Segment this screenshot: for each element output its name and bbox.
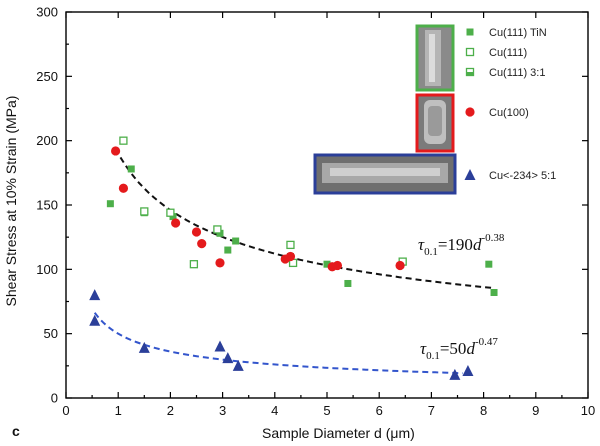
- data-point: [118, 183, 129, 193]
- data-point: [323, 260, 331, 268]
- eq1-sub: 0.1: [424, 246, 438, 258]
- data-point: [89, 314, 101, 326]
- data-point: [166, 208, 175, 217]
- data-point: [215, 258, 225, 268]
- data-point: [214, 340, 226, 352]
- y-tick-label: 0: [51, 391, 58, 406]
- data-point: [189, 260, 199, 269]
- legend-label: Cu(111) TiN: [489, 27, 547, 39]
- data-point: [395, 260, 405, 271]
- legend-label: Cu(100): [489, 107, 529, 119]
- fit-curves: [93, 148, 495, 375]
- eq2-exp: -0.47: [475, 336, 498, 348]
- data-point: [213, 225, 222, 234]
- inset-micrograph-blue: [313, 153, 457, 195]
- legend-label: Cu(111) 3:1: [489, 67, 545, 79]
- svg-text:τ0.1=50d-0.47: τ0.1=50d-0.47: [420, 336, 498, 362]
- eq1-var: d: [473, 235, 482, 254]
- x-axis-title: Sample Diameter d (μm): [262, 425, 415, 441]
- inset-micrograph-red: [415, 93, 455, 153]
- x-tick-label: 7: [428, 403, 435, 418]
- y-tick-label: 50: [44, 326, 58, 341]
- data-point: [138, 341, 150, 353]
- data-point: [485, 260, 493, 268]
- y-tick-label: 100: [36, 262, 58, 277]
- x-tick-label: 2: [167, 403, 174, 418]
- x-tick-label: 4: [271, 403, 278, 418]
- y-axis-title: Shear Stress at 10% Strain (MPa): [3, 96, 19, 307]
- data-point: [140, 207, 149, 216]
- eq2-sub: 0.1: [426, 350, 440, 362]
- x-tick-label: 10: [581, 403, 595, 418]
- legend-marker: [465, 47, 475, 57]
- data-point: [171, 218, 181, 228]
- x-tick-label: 0: [62, 403, 69, 418]
- data-point: [222, 352, 234, 364]
- inset-micrograph-green: [415, 24, 455, 92]
- y-tick-label: 250: [36, 69, 58, 84]
- y-tick-label: 200: [36, 133, 58, 148]
- eq1-exp: -0.38: [481, 232, 504, 244]
- x-tick-label: 3: [219, 403, 226, 418]
- data-point: [232, 237, 240, 245]
- legend: Cu(111) TiN Cu(111) Cu(111) 3:1 Cu(100) Cu<-…: [464, 27, 556, 182]
- fit-equation-1: τ0.1=190d-0.38: [418, 232, 505, 258]
- y-tick-label: 150: [36, 198, 58, 213]
- legend-marker: [465, 107, 475, 117]
- data-point: [197, 239, 207, 249]
- data-point: [106, 200, 114, 208]
- data-point: [232, 359, 244, 371]
- legend-label: Cu(111): [489, 47, 527, 59]
- fit-curve-1: [114, 148, 495, 290]
- x-tick-label: 1: [115, 403, 122, 418]
- eq1-rest: =190: [438, 235, 473, 254]
- eq2-base: τ: [420, 339, 427, 358]
- panel-label: c: [12, 423, 20, 439]
- y-axis-ticks: 0 50 100 150 200 250 300: [36, 5, 588, 406]
- fit-equation-2: τ0.1=50d-0.47: [420, 336, 498, 362]
- legend-label: Cu<-234> 5:1: [489, 170, 556, 182]
- eq1-base: τ: [418, 235, 425, 254]
- data-point: [332, 260, 343, 271]
- data-point: [110, 146, 121, 156]
- data-point: [449, 368, 461, 380]
- data-point: [285, 251, 296, 262]
- data-point: [127, 165, 135, 173]
- x-tick-label: 9: [532, 403, 539, 418]
- x-tick-label: 6: [376, 403, 383, 418]
- legend-marker: [465, 67, 475, 77]
- x-tick-label: 5: [323, 403, 330, 418]
- data-points: [89, 136, 498, 380]
- data-point: [286, 240, 295, 250]
- legend-marker: [464, 169, 476, 180]
- data-point: [490, 288, 498, 296]
- data-point: [119, 136, 128, 145]
- eq2-rest: =50: [440, 339, 467, 358]
- fit-curve-2: [93, 312, 463, 375]
- data-point: [89, 289, 101, 301]
- x-axis-ticks: 0 1 2 3 4 5 6 7 8 9 10: [62, 12, 595, 418]
- y-tick-label: 300: [36, 5, 58, 20]
- x-tick-label: 8: [480, 403, 487, 418]
- data-point: [224, 246, 232, 254]
- eq2-var: d: [466, 339, 475, 358]
- data-point: [191, 227, 202, 237]
- data-point: [344, 279, 352, 287]
- legend-marker: [466, 28, 474, 36]
- data-point: [462, 364, 474, 376]
- svg-text:τ0.1=190d-0.38: τ0.1=190d-0.38: [418, 232, 505, 258]
